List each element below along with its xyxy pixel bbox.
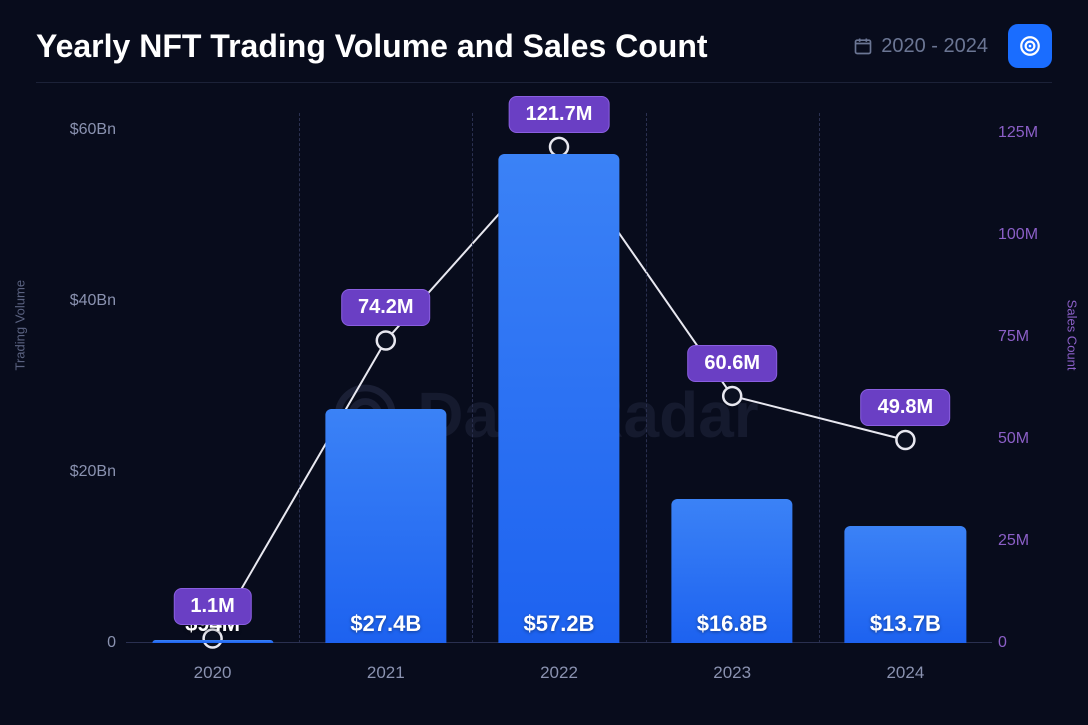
sales-value-badge: 74.2M xyxy=(341,289,431,326)
y-right-axis-label: Sales Count xyxy=(1065,300,1080,371)
sales-value-badge: 49.8M xyxy=(861,389,951,426)
chart-header: Yearly NFT Trading Volume and Sales Coun… xyxy=(0,0,1088,82)
y-right-tick: 0 xyxy=(998,634,1046,652)
y-left-axis-label: Trading Volume xyxy=(13,280,28,371)
y-right-tick: 125M xyxy=(998,124,1046,142)
chart-title: Yearly NFT Trading Volume and Sales Coun… xyxy=(36,28,853,65)
volume-bar-label: $13.7B xyxy=(870,611,941,637)
sales-marker xyxy=(377,331,395,349)
y-left-tick: $40Bn xyxy=(56,292,116,310)
y-left-tick: $20Bn xyxy=(56,463,116,481)
plot-region: 202020212022202320240$20Bn$40Bn$60Bn025M… xyxy=(126,113,992,643)
x-axis-tick: 2024 xyxy=(886,663,924,683)
y-right-tick: 50M xyxy=(998,430,1046,448)
grid-line-vertical xyxy=(819,113,820,643)
sales-value-badge: 1.1M xyxy=(173,588,251,625)
brand-logo-badge xyxy=(1008,24,1052,68)
chart-area: Trading Volume Sales Count DappRadar 202… xyxy=(36,103,1052,703)
x-axis-tick: 2020 xyxy=(194,663,232,683)
volume-bar: $13.7B xyxy=(845,526,966,643)
y-left-tick: $60Bn xyxy=(56,121,116,139)
calendar-icon xyxy=(853,36,873,56)
sales-marker xyxy=(723,387,741,405)
sales-value-badge: 121.7M xyxy=(509,96,610,133)
grid-line-vertical xyxy=(472,113,473,643)
volume-bar: $57.2B xyxy=(498,154,619,643)
grid-line-vertical xyxy=(299,113,300,643)
volume-bar: $94M xyxy=(152,640,273,643)
volume-bar-label: $27.4B xyxy=(350,611,421,637)
y-right-tick: 100M xyxy=(998,226,1046,244)
y-left-tick: 0 xyxy=(56,634,116,652)
volume-bar: $16.8B xyxy=(672,499,793,643)
x-axis-tick: 2023 xyxy=(713,663,751,683)
brand-logo-icon xyxy=(1016,32,1044,60)
x-axis-tick: 2021 xyxy=(367,663,405,683)
grid-line-vertical xyxy=(646,113,647,643)
date-range: 2020 - 2024 xyxy=(853,35,988,58)
volume-bar-label: $16.8B xyxy=(697,611,768,637)
volume-bar: $27.4B xyxy=(325,409,446,643)
sales-value-badge: 60.6M xyxy=(687,345,777,382)
x-axis-tick: 2022 xyxy=(540,663,578,683)
y-right-tick: 75M xyxy=(998,328,1046,346)
date-range-text: 2020 - 2024 xyxy=(881,35,988,58)
sales-marker xyxy=(896,431,914,449)
y-right-tick: 25M xyxy=(998,532,1046,550)
header-divider xyxy=(36,82,1052,83)
volume-bar-label: $57.2B xyxy=(524,611,595,637)
